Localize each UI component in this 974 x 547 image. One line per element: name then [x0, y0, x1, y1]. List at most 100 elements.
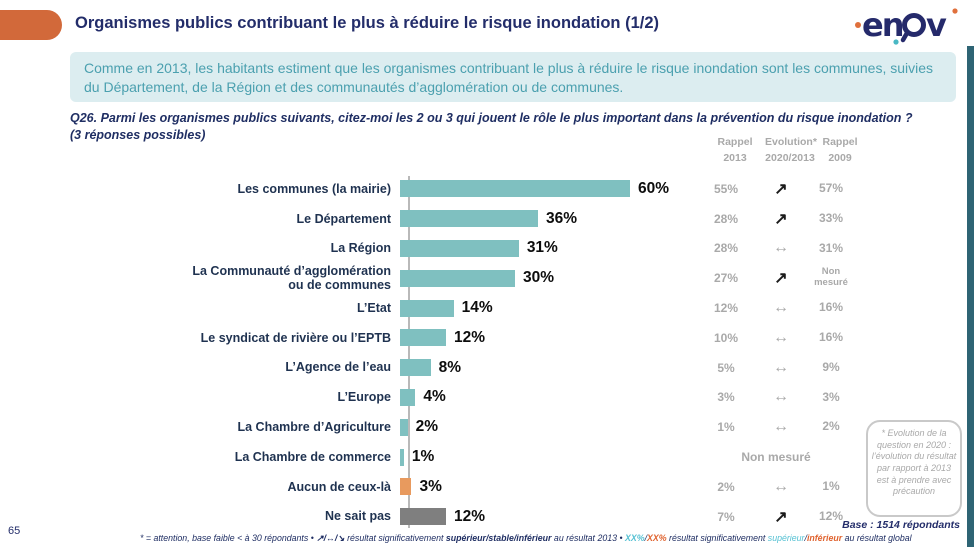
not-measured-label: Non mesuré: [741, 450, 811, 465]
evolution-stable-arrow-icon: ↔: [773, 418, 789, 436]
evolution-stable-arrow-icon: ↔: [773, 358, 789, 376]
footnote-part: XX%: [625, 533, 645, 543]
table-row: Les communes (la mairie) 60% 55% ↗ 57%: [70, 174, 870, 204]
bar-value: 36%: [545, 209, 578, 227]
bar-area: 12%: [400, 329, 696, 347]
comparison-values: 7% ↗ 12%: [696, 507, 856, 527]
bar: [400, 359, 431, 377]
comparison-values: 55% ↗ 57%: [696, 179, 856, 199]
bar-area: 8%: [400, 359, 696, 377]
base-respondents-label: Base : 1514 répondants: [842, 519, 960, 531]
rappel-2013-value: 10%: [713, 330, 739, 345]
footnote-part: * = attention, base faible < à 30 répond…: [140, 533, 317, 543]
bar: [400, 269, 515, 287]
enov-logo-icon: en v: [855, 6, 958, 45]
rappel-2009-value: 16%: [818, 329, 844, 344]
page-title: Organismes publics contribuant le plus à…: [75, 14, 660, 32]
bar-value: 31%: [526, 239, 558, 257]
comparison-values: 5% ↔ 9%: [696, 359, 856, 377]
bar-area: 60%: [400, 180, 696, 198]
footnote-part: au résultat 2013 •: [551, 533, 625, 543]
evolution-up-arrow-icon: ↗: [774, 210, 788, 228]
table-row: L’Etat 14% 12% ↔ 16%: [70, 293, 870, 323]
question-text: Q26. Parmi les organismes publics suivan…: [70, 111, 913, 142]
evolution-up-arrow-icon: ↗: [774, 270, 788, 288]
bar-label: L’Etat: [356, 300, 391, 315]
bar: [400, 418, 408, 436]
comparison-values: 12% ↔ 16%: [696, 299, 856, 317]
bar-area: 12%: [400, 508, 696, 526]
evolution-up-arrow-icon: ↗: [774, 180, 788, 198]
column-header-rappel-2013: Rappel 2013: [717, 136, 753, 164]
comparison-values: 2% ↔ 1%: [696, 478, 856, 496]
rappel-2009-value: 12%: [818, 508, 844, 523]
bar-label: La Chambre de commerce: [234, 449, 391, 464]
footnote-part: résultat significativement: [344, 533, 446, 543]
comparison-values: 3% ↔ 3%: [696, 388, 856, 406]
rappel-2013-value: 2%: [717, 479, 735, 494]
rappel-2013-value: 28%: [713, 241, 739, 256]
evolution-stable-arrow-icon: ↔: [773, 299, 789, 317]
footnote-part: /: [804, 533, 807, 543]
bar: [400, 180, 630, 198]
bar-label: L’Agence de l’eau: [285, 360, 391, 375]
bar-label: Aucun de ceux-là: [287, 479, 392, 494]
bar-label: Les communes (la mairie): [237, 181, 391, 196]
rappel-2009-value: 16%: [818, 300, 844, 315]
rappel-2013-value: 55%: [713, 181, 739, 196]
bar-label: Le syndicat de rivière ou l’EPTB: [200, 330, 391, 345]
footnote-part: XX%: [647, 533, 667, 543]
rappel-2013-value: 28%: [713, 211, 739, 226]
rappel-2013-value: 27%: [713, 271, 739, 286]
summary-callout: Comme en 2013, les habitants estiment qu…: [70, 52, 956, 102]
table-row: La Chambre de commerce 1% Non mesuré: [70, 442, 870, 472]
rappel-2009-value: 3%: [822, 389, 840, 404]
table-row: La Région 31% 28% ↔ 31%: [70, 234, 870, 264]
bar-area: 2%: [400, 418, 696, 436]
rappel-2009-value: 31%: [818, 240, 844, 255]
evolution-note-box: * Evolution de la question en 2020 : l’é…: [866, 420, 962, 517]
footnote-part: résultat significativement: [666, 533, 768, 543]
comparison-values: Non mesuré: [696, 450, 856, 464]
bar-value: 12%: [453, 328, 486, 346]
table-row: Aucun de ceux-là 3% 2% ↔ 1%: [70, 472, 870, 502]
bar-area: 36%: [400, 210, 696, 228]
table-row: La Communauté d’agglomération ou de comm…: [70, 263, 870, 293]
table-row: Le Département 36% 28% ↗ 33%: [70, 204, 870, 234]
comparison-column-headers: Rappel 2013 Evolution* 2020/2013 Rappel …: [705, 135, 865, 167]
bar: [400, 478, 412, 496]
bar-area: 30%: [400, 269, 696, 287]
table-row: La Chambre d’Agriculture 2% 1% ↔ 2%: [70, 412, 870, 442]
bar: [400, 329, 446, 347]
table-row: Ne sait pas 12% 7% ↗ 12%: [70, 502, 870, 532]
evolution-stable-arrow-icon: ↔: [773, 477, 789, 495]
svg-text:en: en: [862, 6, 903, 44]
bar-area: 1%: [400, 448, 696, 466]
page-number: 65: [8, 525, 21, 537]
bar-value: 1%: [411, 448, 435, 466]
bar: [400, 388, 416, 406]
svg-text:v: v: [926, 6, 947, 44]
chart-rows: Les communes (la mairie) 60% 55% ↗ 57% Le Dép…: [70, 174, 870, 532]
bar-value: 12%: [453, 507, 486, 525]
bar-label: La Chambre d’Agriculture: [237, 420, 392, 435]
bar-value: 14%: [461, 299, 493, 317]
right-edge-strip: [967, 46, 974, 547]
bar-label: La Communauté d’agglomération ou de comm…: [192, 263, 391, 293]
bar-label: Ne sait pas: [324, 509, 391, 524]
bar: [400, 508, 446, 526]
enov-logo: en v: [854, 2, 962, 48]
table-row: L’Agence de l’eau 8% 5% ↔ 9%: [70, 353, 870, 383]
bar: [400, 299, 454, 317]
bar: [400, 210, 538, 228]
footnote-part: /: [644, 533, 648, 543]
table-row: Le syndicat de rivière ou l’EPTB 12% 10% ↔ 1…: [70, 323, 870, 353]
footnote-part: supérieur: [767, 533, 805, 543]
bar-value: 8%: [438, 358, 462, 376]
comparison-values: 28% ↔ 31%: [696, 239, 856, 257]
rappel-2013-value: 3%: [717, 390, 735, 405]
evolution-stable-arrow-icon: ↔: [773, 239, 789, 257]
bar-area: 4%: [400, 388, 696, 406]
table-row: L’Europe 4% 3% ↔ 3%: [70, 383, 870, 413]
chart-axis-line: [408, 176, 410, 528]
